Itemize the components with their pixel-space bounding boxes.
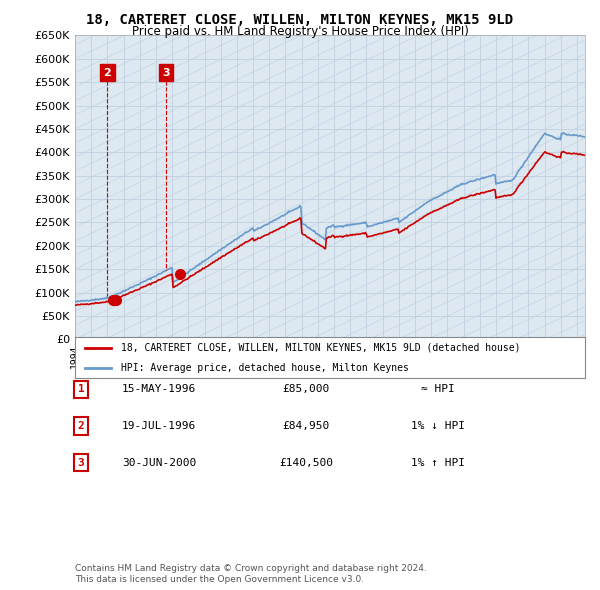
Text: Contains HM Land Registry data © Crown copyright and database right 2024.: Contains HM Land Registry data © Crown c… [75, 565, 427, 573]
Text: ≈ HPI: ≈ HPI [421, 385, 455, 394]
Text: £85,000: £85,000 [283, 385, 329, 394]
Text: 18, CARTERET CLOSE, WILLEN, MILTON KEYNES, MK15 9LD: 18, CARTERET CLOSE, WILLEN, MILTON KEYNE… [86, 13, 514, 27]
Text: £84,950: £84,950 [283, 421, 329, 431]
Text: 30-JUN-2000: 30-JUN-2000 [122, 458, 196, 467]
Text: 3: 3 [77, 458, 85, 467]
Text: 1: 1 [77, 385, 85, 394]
Text: 1% ↓ HPI: 1% ↓ HPI [411, 421, 465, 431]
Text: 1% ↑ HPI: 1% ↑ HPI [411, 458, 465, 467]
Text: 3: 3 [162, 68, 169, 78]
Text: 2: 2 [77, 421, 85, 431]
Text: This data is licensed under the Open Government Licence v3.0.: This data is licensed under the Open Gov… [75, 575, 364, 584]
Text: 2: 2 [104, 68, 111, 78]
Text: Price paid vs. HM Land Registry's House Price Index (HPI): Price paid vs. HM Land Registry's House … [131, 25, 469, 38]
Text: HPI: Average price, detached house, Milton Keynes: HPI: Average price, detached house, Milt… [121, 363, 409, 372]
Text: 18, CARTERET CLOSE, WILLEN, MILTON KEYNES, MK15 9LD (detached house): 18, CARTERET CLOSE, WILLEN, MILTON KEYNE… [121, 343, 520, 352]
Text: £140,500: £140,500 [279, 458, 333, 467]
Text: 15-MAY-1996: 15-MAY-1996 [122, 385, 196, 394]
Text: 19-JUL-1996: 19-JUL-1996 [122, 421, 196, 431]
